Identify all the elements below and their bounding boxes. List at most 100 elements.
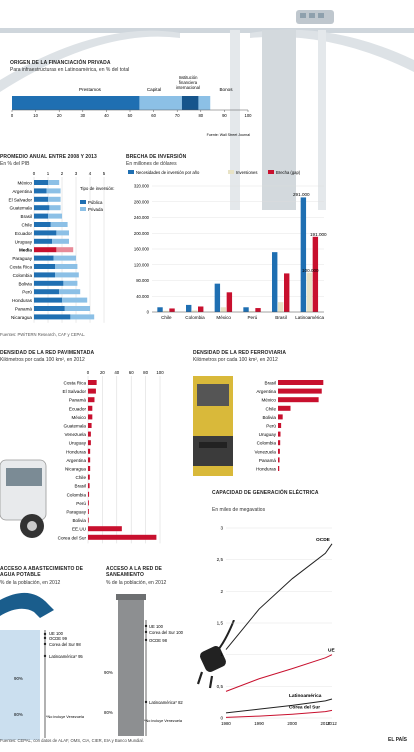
gap-tick-label: 40.000: [136, 294, 149, 299]
roads-chart: 0 20 40 60 80 100 Costa Rica El Salvador Panamá E…: [58, 370, 164, 544]
power-tick-label: 1: [220, 652, 223, 657]
rail-bar: [278, 466, 280, 471]
gap-bar-0: [157, 307, 163, 312]
power-title: CAPACIDAD DE GENERACIÓN ELÉCTRICA: [212, 490, 319, 496]
gap-bar-1: [220, 307, 227, 312]
roads-category-label: EE.UU: [72, 527, 86, 532]
roads-category-label: Bolivia: [72, 518, 86, 523]
inv-bar-public: [34, 272, 55, 278]
rail-subtitle: Kilómetros por cada 100 km², en 2012: [193, 357, 278, 363]
inv-category-label: Ecuador: [15, 231, 33, 236]
roads-bar: [88, 466, 91, 471]
gap-bar-2: [312, 236, 319, 312]
roads-category-label: Uruguay: [69, 441, 87, 446]
roads-category-label: Paraguay: [66, 510, 86, 515]
inv-bar-private: [62, 297, 88, 303]
water-label-ue: UE 100: [49, 631, 64, 636]
inv-bar-public: [34, 196, 48, 202]
rail-category-label: Honduras: [256, 467, 277, 472]
inv-bar-public: [34, 306, 65, 311]
origin-bar-0: [12, 96, 140, 110]
inv-category-label: Media: [19, 248, 32, 253]
water-label-latam: Latinoamérica* 95: [49, 654, 83, 659]
roads-category-label: Ecuador: [69, 406, 87, 411]
inv-category-label: Paraguay: [12, 256, 32, 261]
inv-bar-public: [34, 213, 48, 219]
power-subtitle: En miles de megavatios: [212, 507, 266, 513]
power-x-label: 2010: [320, 721, 330, 726]
roads-category-label: Colombia: [67, 492, 87, 497]
inv-category-label: Panamá: [15, 307, 33, 312]
roads-tick-label: 100: [156, 370, 164, 375]
inv-bar-public: [34, 188, 47, 194]
rail-category-label: Venezuela: [255, 449, 277, 454]
gap-tick-label: 280.000: [134, 199, 150, 204]
gap-title: BRECHA DE INVERSIÓN: [126, 154, 187, 160]
gap-bar-2: [255, 308, 261, 312]
origin-tick-label: 100: [245, 113, 253, 118]
inv-tick-label: 4: [89, 171, 92, 176]
inv-bar-public: [34, 264, 55, 269]
legend-gap-swatch: [268, 170, 274, 174]
origin-bar-3: [198, 96, 211, 110]
origin-tick-label: 50: [128, 113, 133, 118]
inv-bar-public: [34, 222, 51, 227]
rail-category-label: México: [261, 398, 276, 403]
gap-category-label: Brasil: [275, 315, 287, 320]
inv-category-label: Brasil: [21, 214, 33, 219]
rail-bar: [278, 414, 283, 420]
roads-tick-label: 60: [129, 370, 134, 375]
inv-bar-private: [64, 306, 90, 311]
gap-bar-0: [272, 252, 278, 312]
gap-category-label: México: [216, 315, 231, 320]
origin-bar-2: [181, 96, 199, 110]
power-line-ue: [225, 654, 333, 692]
gap-category-label: Perú: [247, 315, 257, 320]
investment-avg-chart: 0 1 2 3 4 5 México Argentina El Salvador Guatemal…: [9, 171, 115, 323]
inv-bar-private: [52, 238, 69, 244]
inv-category-label: Uruguay: [15, 239, 33, 244]
gap-tick-label: 200.000: [134, 231, 150, 236]
roads-bar: [88, 440, 91, 446]
roads-tick-label: 20: [100, 370, 105, 375]
inv-bar-public: [34, 255, 54, 261]
rail-chart: Brasil Argentina México Chile Bolivia Perú Uru…: [255, 380, 324, 472]
power-tick-label: 2: [220, 589, 223, 594]
roads-tick-label: 0: [87, 370, 90, 375]
gap-bar-1: [306, 272, 313, 312]
inv-bar-private: [48, 213, 62, 219]
annot-total: 291.000: [293, 192, 310, 197]
origin-tick-label: 20: [57, 113, 62, 118]
inv-category-label: El Salvador: [9, 197, 33, 202]
origin-tick-label: 0: [11, 113, 14, 118]
gap-bar-1: [278, 302, 284, 312]
power-line-corea-del-sur: [225, 709, 333, 718]
origin-bar-1: [139, 96, 182, 110]
inv-category-label: Costa Rica: [10, 265, 33, 270]
water-note: *No incluye Venezuela: [46, 715, 85, 719]
legend-need-swatch: [128, 170, 134, 174]
inv-category-label: Chile: [22, 223, 33, 228]
roads-category-label: Honduras: [66, 449, 87, 454]
gap-chart: Necesidades de inversión por año Inversi…: [128, 170, 327, 320]
power-x-label: 1980: [221, 721, 231, 726]
gap-tick-label: 320.000: [134, 184, 150, 189]
inv-bar-private: [49, 205, 61, 211]
inv-bar-private: [46, 188, 61, 194]
water-label-corea: Corea del Sur 98: [49, 642, 81, 647]
gap-category-label: Colombia: [185, 315, 205, 320]
roads-category-label: Corea del Sur: [58, 535, 87, 540]
rail-bar: [278, 388, 322, 394]
gap-tick-label: 0: [147, 310, 150, 315]
inv-category-label: México: [17, 181, 32, 186]
rail-category-label: Uruguay: [259, 432, 277, 437]
inv-tick-label: 2: [61, 171, 64, 176]
roads-category-label: Guatemala: [64, 424, 87, 429]
roads-category-label: Nicaragua: [65, 467, 86, 472]
label-ifi-1: Institución: [179, 75, 199, 80]
roads-category-label: Venezuela: [65, 432, 87, 437]
gap-bar-0: [186, 304, 192, 312]
inv-bar-private: [55, 264, 78, 269]
annot-gap: 191.000: [310, 232, 327, 237]
san-tick-80: 80%: [104, 710, 113, 715]
